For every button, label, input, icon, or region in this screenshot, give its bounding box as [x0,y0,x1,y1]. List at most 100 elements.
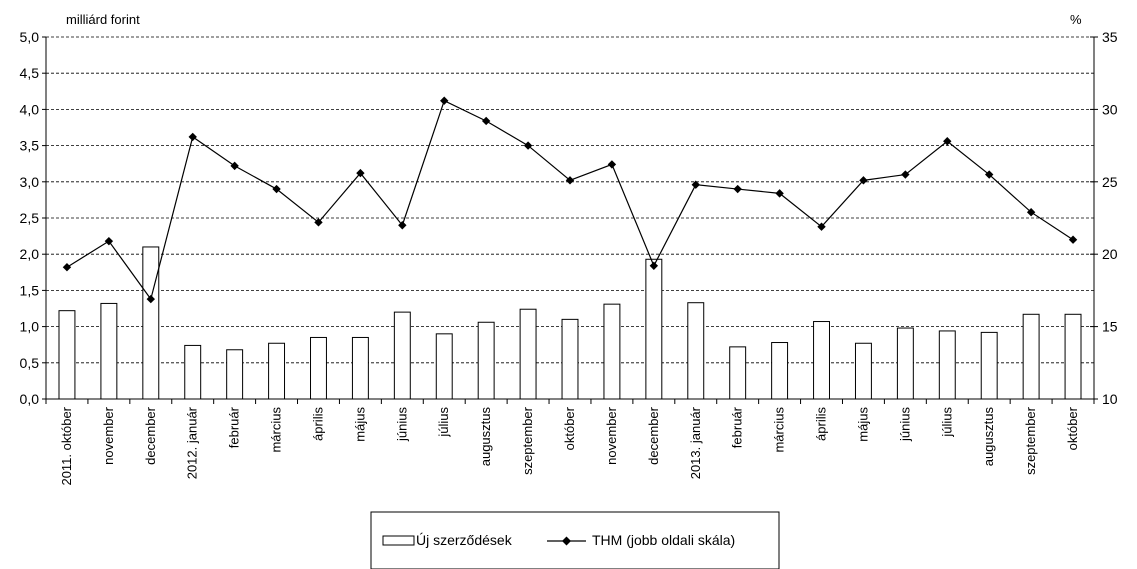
bar [519,308,537,400]
x-tick-label: február [730,406,745,448]
x-tick-label: szeptember [1023,406,1038,475]
x-tick-label: november [101,406,116,464]
x-tick-label: június [897,407,912,442]
x-tick-label: november [604,406,619,464]
bar [603,303,621,400]
line-point [817,222,826,231]
x-tick-label: 2012. január [185,406,200,479]
line-point [356,168,365,178]
x-tick-label: március [772,407,787,453]
bar [938,330,956,400]
line-point [691,180,700,189]
left-tick-label: 2,0 [20,246,40,262]
bar [226,349,244,400]
bar [351,336,369,400]
left-tick-label: 0,5 [20,355,40,371]
legend-line-label: THM (jobb oldali skála) [592,532,735,548]
line-point [733,184,742,194]
line-point [62,263,72,272]
bar [645,258,663,400]
line-point [481,116,491,126]
right-axis-title: % [1070,12,1082,27]
x-tick-label: december [646,406,661,464]
bar [896,327,914,400]
legend: Új szerződések THM (jobb oldali skála) [370,511,780,569]
line-point [146,294,155,304]
right-tick-label: 30 [1102,101,1118,117]
x-tick-label: augusztus [981,407,996,467]
line-point [398,221,407,230]
bar [184,344,202,400]
bar [1022,313,1040,400]
right-tick-label: 15 [1102,319,1118,335]
x-tick-label: május [352,407,367,442]
line-point [859,176,868,185]
x-tick-label: szeptember [520,406,535,475]
bar [393,311,411,400]
line-point [565,176,575,185]
right-tick-label: 35 [1102,29,1118,45]
line-point [523,141,533,150]
legend-bar-swatch [382,535,415,546]
line-series [62,96,1078,304]
line-point [104,236,114,246]
bar [477,321,495,400]
left-tick-label: 5,0 [20,29,40,45]
right-tick-label: 25 [1102,174,1118,190]
left-tick-label: 4,0 [20,101,40,117]
x-tick-label: március [269,407,284,453]
left-axis-title: milliárd forint [66,12,140,27]
left-tick-label: 1,5 [20,282,40,298]
bar [687,302,705,400]
bar [1064,313,1082,400]
x-tick-label: 2011. október [59,406,74,485]
line-point [607,160,617,169]
x-tick-label: augusztus [478,407,493,467]
bar [813,321,830,400]
x-tick-label: 2013. január [688,406,703,479]
bar [310,336,327,400]
right-tick-label: 20 [1102,246,1118,262]
line-point [314,218,323,227]
left-tick-label: 1,0 [20,319,40,335]
left-tick-label: 3,0 [20,174,40,190]
x-tick-label: május [855,407,870,442]
legend-diamond-marker [562,536,571,546]
line-point [1026,208,1036,217]
x-tick-label: július [436,407,451,438]
bar [854,342,872,400]
bar [142,246,160,400]
x-tick-label: április [310,407,325,441]
bar [771,342,789,400]
gridlines [46,36,1094,364]
left-tick-label: 4,5 [20,65,40,81]
x-tick-label: április [814,407,829,441]
left-tick-label: 0,0 [20,391,40,407]
x-tick-label: február [227,406,242,448]
line-point [901,170,910,179]
x-tick-label: december [143,406,158,464]
line-point [943,137,952,146]
left-tick-label: 2,5 [20,210,40,226]
axes: 0,0 0,5 1,0 1,5 2,0 2,5 3,0 3,5 4,0 4,5 5,0 10 15 20 2… [20,29,1118,486]
left-tick-label: 3,5 [20,138,40,154]
series-line [66,99,1074,301]
bar-series [58,246,1082,400]
line-point [188,132,197,142]
bar [980,331,998,400]
x-tick-label: július [939,407,954,438]
legend-bar-label: Új szerződések [416,532,513,548]
bar [561,318,579,400]
line-point [985,170,994,179]
bar [268,342,286,400]
bar [100,302,118,400]
right-tick-label: 10 [1102,391,1118,407]
line-point [1068,235,1078,244]
bar [435,333,453,400]
x-tick-label: október [1065,406,1080,450]
bar [729,346,747,400]
line-point [230,161,239,171]
line-point [272,184,281,194]
x-tick-label: június [394,407,409,442]
